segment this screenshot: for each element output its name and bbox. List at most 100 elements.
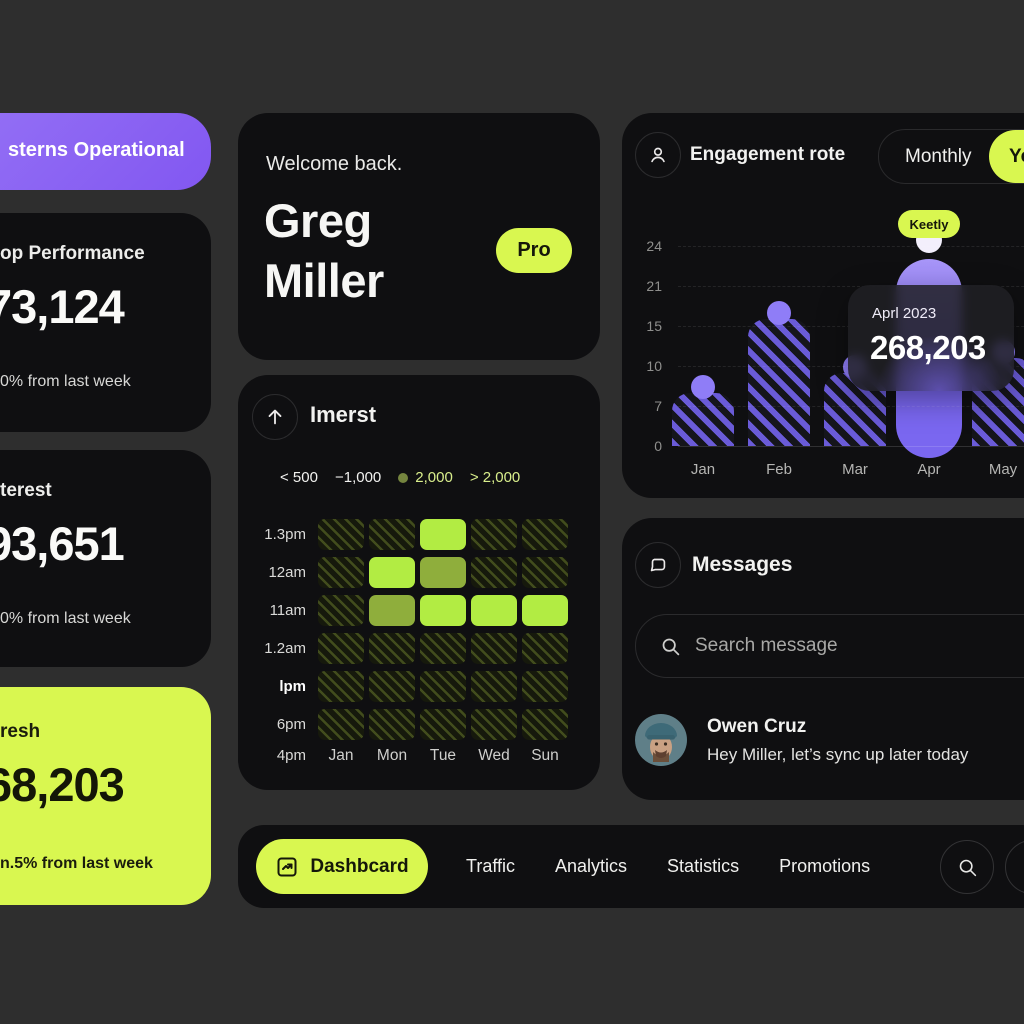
legend-item: > 2,000	[469, 469, 521, 486]
avatar	[635, 714, 687, 766]
chart-tooltip: Aprl 2023 268,203	[848, 285, 1014, 391]
stat-card-interest: terest 93,651 0% from last week	[0, 450, 211, 667]
message-list-item[interactable]: Owen Cruz Hey Miller, let’s sync up late…	[635, 714, 968, 766]
y-axis-tick: 0	[654, 438, 662, 454]
heatmap-cell[interactable]	[471, 519, 517, 550]
heatmap-cell[interactable]	[369, 709, 415, 740]
search-message-field[interactable]: Search message	[635, 614, 1024, 678]
nav-item-analytics[interactable]: Analytics	[555, 856, 628, 876]
search-placeholder: Search message	[695, 635, 838, 656]
card-title: Imerst	[310, 402, 377, 427]
bar-jan[interactable]	[672, 393, 734, 446]
heatmap-cell[interactable]	[318, 709, 364, 740]
heatmap-cell[interactable]	[318, 633, 364, 664]
x-axis-label: Mar	[842, 461, 868, 478]
heatmap-cell[interactable]	[420, 519, 466, 550]
y-axis-tick: 21	[646, 278, 662, 294]
nav-item-statistics[interactable]: Statistics	[667, 856, 740, 876]
heatmap-cell[interactable]	[471, 709, 517, 740]
nav-search-button[interactable]	[940, 840, 994, 894]
stat-title: resh	[0, 721, 41, 742]
message-text: Hey Miller, let’s sync up later today	[707, 744, 969, 764]
bar-feb[interactable]	[748, 319, 810, 446]
toggle-yearly[interactable]: Yearly	[989, 130, 1024, 183]
legend-item: < 500	[280, 469, 318, 486]
search-icon	[959, 859, 976, 876]
heatmap-row-label: 6pm	[276, 716, 306, 733]
heatmap-cell[interactable]	[420, 671, 466, 702]
heatmap-row-label: lpm	[279, 678, 306, 695]
bottom-nav: Dashbcard Traffic Analytics Statistics Prom…	[238, 825, 1024, 908]
legend-item: 2,000	[415, 469, 453, 486]
heatmap-cell[interactable]	[369, 671, 415, 702]
message-sender: Owen Cruz	[707, 715, 807, 737]
stat-card-fresh: resh 68,203 n.5% from last week	[0, 687, 211, 905]
nav-item-promotions[interactable]: Promotions	[779, 856, 871, 876]
dashboard-icon	[277, 857, 297, 876]
search-icon	[662, 638, 680, 655]
heatmap-cell[interactable]	[471, 633, 517, 664]
heatmap-cell[interactable]	[318, 595, 364, 626]
user-name-first: Greg	[264, 194, 372, 247]
gridline	[678, 446, 1024, 447]
heatmap-row-label: 1.2am	[264, 640, 306, 657]
gridline	[678, 406, 1024, 407]
heatmap-legend: < 500 −1,000 2,000 > 2,000	[280, 469, 520, 486]
heatmap-cell[interactable]	[471, 671, 517, 702]
bar-chart-bars	[672, 113, 1024, 458]
heatmap-cell[interactable]	[369, 557, 415, 588]
stat-subtitle: 0% from last week	[0, 373, 131, 390]
tooltip-value: 268,203	[870, 329, 986, 366]
heatmap-cell[interactable]	[522, 519, 568, 550]
heatmap-col-label: Wed	[478, 747, 510, 764]
heatmap-row-label: 11am	[269, 602, 306, 619]
x-axis-label: Jan	[690, 461, 716, 478]
heatmap-col-labels: Jan Mon Tue Wed Sun	[318, 747, 568, 765]
heatmap-cell[interactable]	[522, 557, 568, 588]
heatmap-cell[interactable]	[318, 557, 364, 588]
stat-card-performance: op Performance 73,124 0% from last week	[0, 213, 211, 432]
stat-value: 68,203	[0, 758, 125, 811]
messages-card: Messages Search message Owen Cruz Hey Mi…	[622, 518, 1024, 800]
heatmap-grid	[318, 519, 568, 740]
nav-item-traffic[interactable]: Traffic	[466, 856, 516, 876]
heatmap-cell[interactable]	[318, 519, 364, 550]
heatmap-cell[interactable]	[369, 519, 415, 550]
heatmap-cell[interactable]	[471, 557, 517, 588]
user-name-last: Miller	[264, 253, 384, 307]
heatmap-col-label: Jan	[328, 747, 354, 764]
x-axis-label: May	[988, 461, 1018, 478]
person-icon	[635, 132, 681, 178]
stat-subtitle: n.5% from last week	[0, 855, 153, 872]
stat-subtitle: 0% from last week	[0, 610, 131, 627]
welcome-card: Welcome back. Greg Miller Pro	[238, 113, 600, 360]
heatmap-cell[interactable]	[369, 595, 415, 626]
heatmap-cell[interactable]	[471, 595, 517, 626]
status-banner: sterns Operational	[0, 113, 211, 190]
heatmap-cell[interactable]	[369, 633, 415, 664]
pro-badge[interactable]: Pro	[496, 228, 572, 273]
heatmap-cell[interactable]	[522, 709, 568, 740]
nav-item-label: Dashbcard	[310, 855, 409, 877]
heatmap-cell[interactable]	[420, 595, 466, 626]
heatmap-row-labels: 1.3pm 12am 11am 1.2am lpm 6pm	[238, 519, 306, 740]
x-axis-label: Feb	[766, 461, 792, 478]
heatmap-row-label: 1.3pm	[264, 526, 306, 543]
heatmap-cell[interactable]	[420, 633, 466, 664]
status-banner-label: sterns Operational	[8, 139, 185, 161]
heatmap-col-label: Tue	[429, 747, 457, 764]
heatmap-cell[interactable]	[420, 557, 466, 588]
heatmap-cell[interactable]	[522, 671, 568, 702]
nav-item-dashboard[interactable]: Dashbcard	[256, 839, 428, 894]
toggle-monthly[interactable]: Monthly	[905, 145, 972, 167]
heatmap-cell[interactable]	[522, 633, 568, 664]
period-toggle[interactable]: Monthly Yearly	[878, 129, 1024, 184]
bar-dot	[691, 375, 715, 399]
y-axis-tick: 10	[646, 358, 662, 374]
y-axis-tick: 24	[646, 238, 662, 254]
heatmap-cell[interactable]	[522, 595, 568, 626]
heatmap-cell[interactable]	[318, 671, 364, 702]
heatmap-cell[interactable]	[420, 709, 466, 740]
nav-user-button[interactable]	[1005, 840, 1024, 894]
y-axis-tick: 7	[654, 398, 662, 414]
